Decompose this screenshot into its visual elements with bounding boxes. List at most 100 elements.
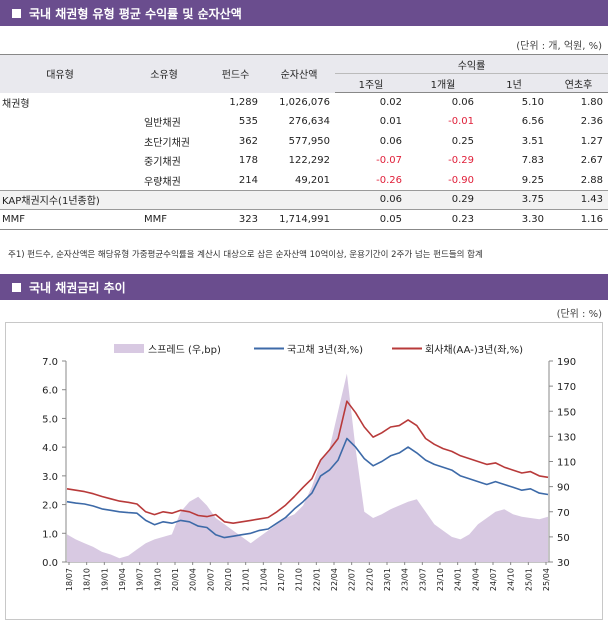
cell-subtype: MMF: [120, 209, 208, 230]
cell-ytd: 1.80: [580, 97, 603, 108]
y-right-tick-label: 130: [557, 432, 576, 443]
x-tick-label: 24/04: [471, 568, 480, 591]
x-tick-label: 20/07: [206, 568, 215, 591]
table-row: 초단기채권 362 577,950 0.06 0.25 3.51 1.27: [0, 132, 608, 152]
cell-type: MMF: [0, 209, 120, 230]
x-tick-label: 22/01: [312, 568, 321, 591]
x-tick-label: 24/01: [454, 568, 463, 591]
spread-area: [67, 373, 548, 562]
cell-1m: -0.01: [448, 116, 474, 128]
cell-assets: 1,026,076: [279, 96, 330, 108]
cell-1w: 0.01: [379, 116, 402, 128]
x-tick-label: 20/10: [224, 568, 233, 591]
cell-funds: 1,289: [229, 96, 258, 108]
bond-rate-chart: 스프레드 (우,bp) 국고채 3년(좌,%) 회사채(AA-)3년(좌,%) …: [42, 344, 576, 591]
y-left-tick-label: 3.0: [42, 472, 58, 483]
cell-1y: 3.75: [479, 189, 549, 210]
y-left-tick-label: 0.0: [42, 558, 58, 569]
y-right-tick-label: 150: [557, 407, 576, 418]
x-tick-label: 19/01: [100, 568, 109, 591]
cell-funds: 214: [238, 174, 258, 186]
x-tick-label: 25/04: [542, 568, 551, 591]
y-right-tick-label: 50: [557, 533, 570, 544]
x-tick-label: 25/01: [524, 568, 533, 591]
y-right-tick-label: 30: [557, 558, 570, 569]
square-bullet-icon: [12, 282, 21, 292]
header-funds: 펀드수: [208, 54, 263, 93]
cell-subtype: 초단기채권: [144, 137, 190, 149]
legend-label-spread: 스프레드 (우,bp): [148, 344, 221, 356]
x-tick-label: 24/07: [489, 568, 498, 591]
cell-type: 채권형: [2, 98, 30, 110]
y-right-tick-label: 90: [557, 483, 570, 494]
chart-legend: 스프레드 (우,bp) 국고채 3년(좌,%) 회사채(AA-)3년(좌,%): [114, 344, 523, 356]
cell-type: [0, 132, 120, 152]
cell-1y: 9.25: [521, 174, 544, 186]
header-1w: 1주일: [335, 73, 407, 93]
x-tick-label: 20/04: [189, 568, 198, 591]
unit-label-table: (단위 : 개, 억원, %): [516, 41, 602, 52]
header-subtype: 소유형: [120, 54, 208, 93]
cell-1m: 0.25: [451, 135, 474, 147]
section-header-rates: 국내 채권금리 추이: [0, 274, 608, 300]
table-row: 채권형 1,289 1,026,076 0.02 0.06 5.10 1.80: [0, 93, 608, 113]
square-bullet-icon: [12, 8, 21, 18]
header-returns: 수익률: [335, 54, 608, 74]
cell-ytd: 2.67: [580, 155, 603, 167]
x-tick-label: 23/04: [401, 568, 410, 591]
cell-assets: 49,201: [295, 174, 330, 186]
x-tick-label: 24/10: [507, 568, 516, 591]
y-left-tick-label: 6.0: [42, 386, 58, 397]
cell-type: [0, 112, 120, 132]
cell-ytd: 1.27: [580, 135, 603, 147]
cell-1w: -0.07: [376, 155, 402, 167]
y-left-tick-label: 5.0: [42, 414, 58, 425]
cell-funds: 178: [238, 155, 258, 167]
cell-1y: 3.30: [479, 209, 549, 230]
cell-assets: [263, 189, 335, 210]
table-row: 중기채권 178 122,292 -0.07 -0.29 7.83 2.67: [0, 151, 608, 171]
section-title-returns: 국내 채권형 유형 평균 수익률 및 순자산액: [29, 6, 242, 21]
y-right-tick-label: 70: [557, 508, 570, 519]
corp-bond-aa-3y-line: [66, 400, 549, 524]
cell-funds: 535: [238, 116, 258, 128]
cell-subtype: 우량채권: [144, 176, 181, 188]
y-right-tick-label: 110: [557, 458, 576, 469]
header-1m: 1개월: [407, 73, 479, 93]
cell-1y: 6.56: [521, 116, 544, 128]
cell-funds: 362: [238, 135, 258, 147]
cell-type: [0, 151, 120, 171]
cell-1w: -0.26: [376, 174, 402, 186]
cell-assets: 122,292: [288, 155, 330, 167]
cell-1y: 3.51: [521, 135, 544, 147]
cell-subtype: 일반채권: [144, 118, 181, 130]
cell-type: KAP채권지수(1년종합): [0, 189, 120, 210]
x-tick-label: 21/07: [277, 568, 286, 591]
x-tick-label: 19/04: [118, 568, 127, 591]
cell-1w: 0.05: [335, 209, 407, 230]
x-tick-label: 20/01: [171, 568, 180, 591]
section-header-returns: 국내 채권형 유형 평균 수익률 및 순자산액: [0, 0, 608, 26]
legend-label-gov: 국고채 3년(좌,%): [287, 344, 363, 356]
cell-1w: 0.02: [379, 97, 402, 108]
y-left-tick-label: 2.0: [42, 501, 58, 512]
cell-funds: [208, 189, 263, 210]
x-tick-label: 22/04: [330, 568, 339, 591]
cell-ytd: 1.43: [549, 189, 608, 210]
x-tick-label: 21/04: [259, 568, 268, 591]
cell-1m: 0.23: [407, 209, 479, 230]
y-left-tick-label: 4.0: [42, 443, 58, 454]
cell-ytd: 2.36: [580, 116, 603, 128]
cell-subtype: 중기채권: [144, 157, 181, 169]
cell-1y: 5.10: [521, 97, 544, 108]
x-tick-label: 22/07: [348, 568, 357, 591]
legend-swatch-spread: [114, 344, 144, 353]
section-title-rates: 국내 채권금리 추이: [29, 280, 126, 295]
legend-label-corp: 회사채(AA-)3년(좌,%): [425, 344, 523, 356]
x-tick-label: 18/10: [83, 568, 92, 591]
cell-subtype: [120, 93, 208, 113]
x-tick-label: 21/01: [242, 568, 251, 591]
x-tick-label: 18/07: [65, 568, 74, 591]
y-right-tick-label: 170: [557, 382, 576, 393]
x-tick-label: 23/01: [383, 568, 392, 591]
